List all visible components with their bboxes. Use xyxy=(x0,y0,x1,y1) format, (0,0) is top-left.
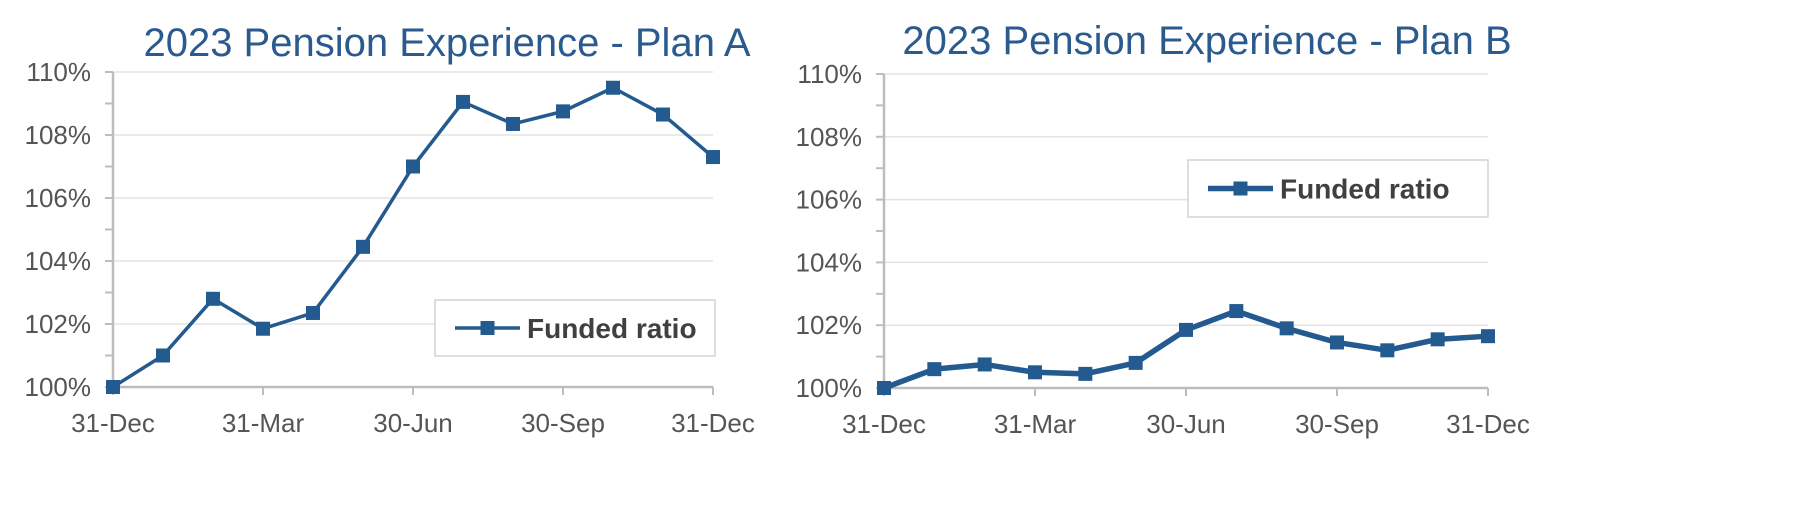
x-tick-label: 31-Dec xyxy=(1446,409,1530,439)
series-line-funded-ratio xyxy=(883,308,1489,391)
y-tick-label: 104% xyxy=(796,247,863,277)
y-tick-label: 110% xyxy=(797,59,862,89)
data-point-marker xyxy=(256,321,270,336)
data-point-marker xyxy=(656,107,670,122)
data-point-marker xyxy=(606,80,620,95)
legend-label: Funded ratio xyxy=(527,313,697,344)
legend-swatch-marker xyxy=(480,321,495,335)
y-tick-label: 102% xyxy=(25,309,92,339)
data-point-marker xyxy=(1028,365,1042,380)
y-tick-label: 100% xyxy=(25,372,92,402)
data-point-marker xyxy=(1330,335,1344,350)
y-tick-label: 108% xyxy=(796,122,863,152)
x-tick-label: 31-Mar xyxy=(994,409,1077,439)
data-point-marker xyxy=(1430,332,1445,347)
chart-title: 2023 Pension Experience - Plan A xyxy=(143,21,750,65)
x-tick-label: 31-Mar xyxy=(222,408,305,438)
y-tick-label: 104% xyxy=(25,246,92,276)
data-point-marker xyxy=(506,116,520,131)
y-tick-label: 100% xyxy=(796,373,863,403)
legend-label: Funded ratio xyxy=(1280,174,1450,205)
data-point-marker xyxy=(156,348,170,363)
x-tick-label: 30-Jun xyxy=(1146,409,1226,439)
x-tick-label: 30-Sep xyxy=(521,408,605,438)
x-tick-label: 31-Dec xyxy=(71,408,155,438)
data-point-marker xyxy=(456,94,470,109)
chart-plan-a: 2023 Pension Experience - Plan A 100% 102%… xyxy=(0,0,770,529)
y-tick-label: 106% xyxy=(25,183,92,213)
y-tick-label: 110% xyxy=(26,57,91,87)
x-tick-label: 31-Dec xyxy=(671,408,755,438)
data-point-marker xyxy=(977,357,992,372)
data-point-marker xyxy=(1481,329,1495,344)
data-point-marker xyxy=(206,291,220,306)
x-tick-label: 31-Dec xyxy=(842,409,926,439)
data-point-marker xyxy=(106,380,120,394)
data-point-marker xyxy=(877,381,891,395)
chart-plan-a-svg: 2023 Pension Experience - Plan A 100% 102%… xyxy=(25,21,755,438)
data-point-marker xyxy=(356,239,370,254)
data-point-marker xyxy=(556,104,570,119)
data-point-marker xyxy=(706,150,720,165)
x-tick-label: 30-Jun xyxy=(373,408,453,438)
data-point-marker xyxy=(1380,343,1395,358)
data-point-marker xyxy=(306,305,320,320)
data-point-marker xyxy=(1078,366,1093,381)
data-point-marker xyxy=(406,159,420,174)
y-tick-label: 102% xyxy=(796,310,863,340)
data-point-marker xyxy=(1229,304,1244,319)
y-tick-label: 106% xyxy=(796,185,863,215)
data-point-marker xyxy=(927,362,942,377)
x-tick-label: 30-Sep xyxy=(1295,409,1379,439)
data-point-marker xyxy=(1179,322,1193,337)
chart-plan-b-svg: 2023 Pension Experience - Plan B 100% 102%… xyxy=(796,19,1530,439)
chart-plan-b: 2023 Pension Experience - Plan B 100% 102%… xyxy=(770,0,1815,529)
legend-swatch-marker xyxy=(1233,181,1248,196)
y-tick-label: 108% xyxy=(25,120,92,150)
data-point-marker xyxy=(1279,321,1294,336)
data-point-marker xyxy=(1128,355,1143,370)
chart-title: 2023 Pension Experience - Plan B xyxy=(902,19,1511,63)
